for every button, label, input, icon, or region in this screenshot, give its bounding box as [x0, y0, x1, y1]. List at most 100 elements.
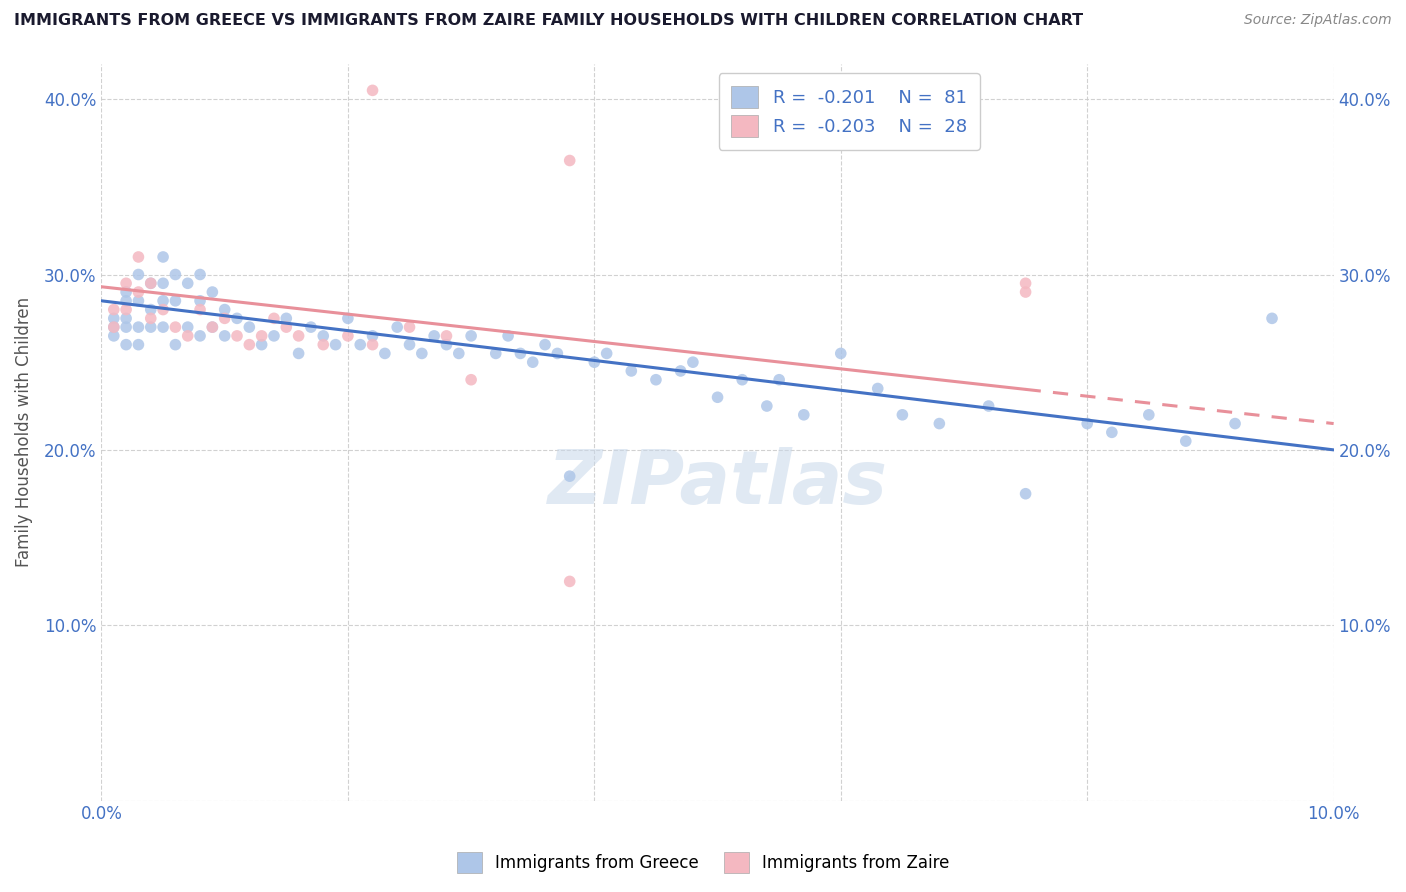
Point [645, 373, 668, 387]
Point [152, 293, 174, 308]
Point [436, 337, 458, 351]
Point [188, 302, 211, 317]
Point [460, 329, 482, 343]
Point [336, 329, 359, 343]
Point [436, 329, 458, 343]
Point [830, 346, 852, 360]
Point [398, 337, 420, 351]
Point [1101, 425, 1123, 440]
Point [546, 346, 568, 360]
Point [706, 390, 728, 404]
Point [522, 355, 544, 369]
Point [891, 408, 914, 422]
Point [928, 417, 950, 431]
Point [165, 293, 187, 308]
Point [127, 320, 149, 334]
Point [152, 277, 174, 291]
Point [165, 268, 187, 282]
Point [361, 329, 384, 343]
Point [669, 364, 692, 378]
Point [214, 311, 236, 326]
Text: IMMIGRANTS FROM GREECE VS IMMIGRANTS FROM ZAIRE FAMILY HOUSEHOLDS WITH CHILDREN : IMMIGRANTS FROM GREECE VS IMMIGRANTS FRO… [14, 13, 1083, 29]
Point [447, 346, 470, 360]
Point [287, 329, 309, 343]
Point [263, 311, 285, 326]
Point [460, 373, 482, 387]
Y-axis label: Family Households with Children: Family Households with Children [15, 297, 32, 567]
Point [361, 83, 384, 97]
Point [165, 337, 187, 351]
Point [496, 329, 519, 343]
Point [201, 285, 224, 299]
Point [177, 329, 200, 343]
Point [336, 311, 359, 326]
Point [250, 329, 273, 343]
Point [152, 250, 174, 264]
Point [731, 373, 754, 387]
Point [1261, 311, 1284, 326]
Point [793, 408, 815, 422]
Point [127, 293, 149, 308]
Point [115, 320, 138, 334]
Point [1014, 486, 1036, 500]
Text: ZIPatlas: ZIPatlas [547, 448, 887, 520]
Point [201, 320, 224, 334]
Point [139, 277, 162, 291]
Point [188, 268, 211, 282]
Point [385, 320, 408, 334]
Point [558, 574, 581, 589]
Point [103, 329, 125, 343]
Point [1223, 417, 1246, 431]
Point [276, 311, 298, 326]
Point [115, 285, 138, 299]
Point [558, 153, 581, 168]
Point [127, 337, 149, 351]
Point [595, 346, 617, 360]
Point [127, 250, 149, 264]
Point [299, 320, 322, 334]
Point [325, 337, 347, 351]
Point [139, 302, 162, 317]
Point [127, 285, 149, 299]
Point [977, 399, 1000, 413]
Legend: Immigrants from Greece, Immigrants from Zaire: Immigrants from Greece, Immigrants from … [450, 846, 956, 880]
Point [276, 320, 298, 334]
Point [115, 302, 138, 317]
Point [201, 320, 224, 334]
Point [485, 346, 508, 360]
Legend: R =  -0.201    N =  81, R =  -0.203    N =  28: R = -0.201 N = 81, R = -0.203 N = 28 [718, 73, 980, 150]
Point [177, 320, 200, 334]
Point [103, 320, 125, 334]
Point [866, 382, 889, 396]
Point [398, 320, 420, 334]
Point [103, 302, 125, 317]
Point [127, 268, 149, 282]
Point [115, 337, 138, 351]
Point [287, 346, 309, 360]
Point [534, 337, 557, 351]
Point [139, 277, 162, 291]
Point [214, 302, 236, 317]
Point [188, 329, 211, 343]
Point [139, 320, 162, 334]
Point [374, 346, 396, 360]
Point [238, 337, 260, 351]
Point [139, 311, 162, 326]
Point [1174, 434, 1197, 449]
Point [509, 346, 531, 360]
Point [349, 337, 371, 351]
Point [103, 311, 125, 326]
Point [226, 311, 249, 326]
Point [263, 329, 285, 343]
Point [1014, 285, 1036, 299]
Point [1076, 417, 1098, 431]
Point [583, 355, 606, 369]
Point [165, 320, 187, 334]
Point [1137, 408, 1160, 422]
Point [152, 320, 174, 334]
Point [103, 320, 125, 334]
Point [411, 346, 433, 360]
Point [177, 277, 200, 291]
Point [1014, 277, 1036, 291]
Point [115, 293, 138, 308]
